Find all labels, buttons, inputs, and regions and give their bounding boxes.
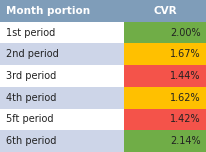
Bar — [0, 65, 124, 87]
Text: 4th period: 4th period — [6, 93, 56, 103]
Text: 1.42%: 1.42% — [169, 114, 199, 124]
Text: 2nd period: 2nd period — [6, 49, 59, 59]
Text: 5ft period: 5ft period — [6, 114, 53, 124]
Bar — [124, 65, 206, 87]
Bar — [0, 87, 124, 109]
Bar — [0, 22, 124, 43]
Text: Month portion: Month portion — [6, 6, 90, 16]
Text: 2.00%: 2.00% — [169, 28, 199, 38]
Bar — [0, 43, 124, 65]
Text: 3rd period: 3rd period — [6, 71, 56, 81]
Bar — [0, 130, 124, 152]
Bar — [124, 43, 206, 65]
Text: CVR: CVR — [153, 6, 177, 16]
Text: 1st period: 1st period — [6, 28, 55, 38]
Text: 2.14%: 2.14% — [169, 136, 199, 146]
Bar — [124, 130, 206, 152]
Text: 6th period: 6th period — [6, 136, 56, 146]
Bar — [0, 0, 206, 22]
Bar — [124, 87, 206, 109]
Bar — [124, 22, 206, 43]
Text: 1.62%: 1.62% — [169, 93, 199, 103]
Text: 1.44%: 1.44% — [169, 71, 199, 81]
Bar — [0, 109, 124, 130]
Text: 1.67%: 1.67% — [169, 49, 199, 59]
Bar — [124, 109, 206, 130]
